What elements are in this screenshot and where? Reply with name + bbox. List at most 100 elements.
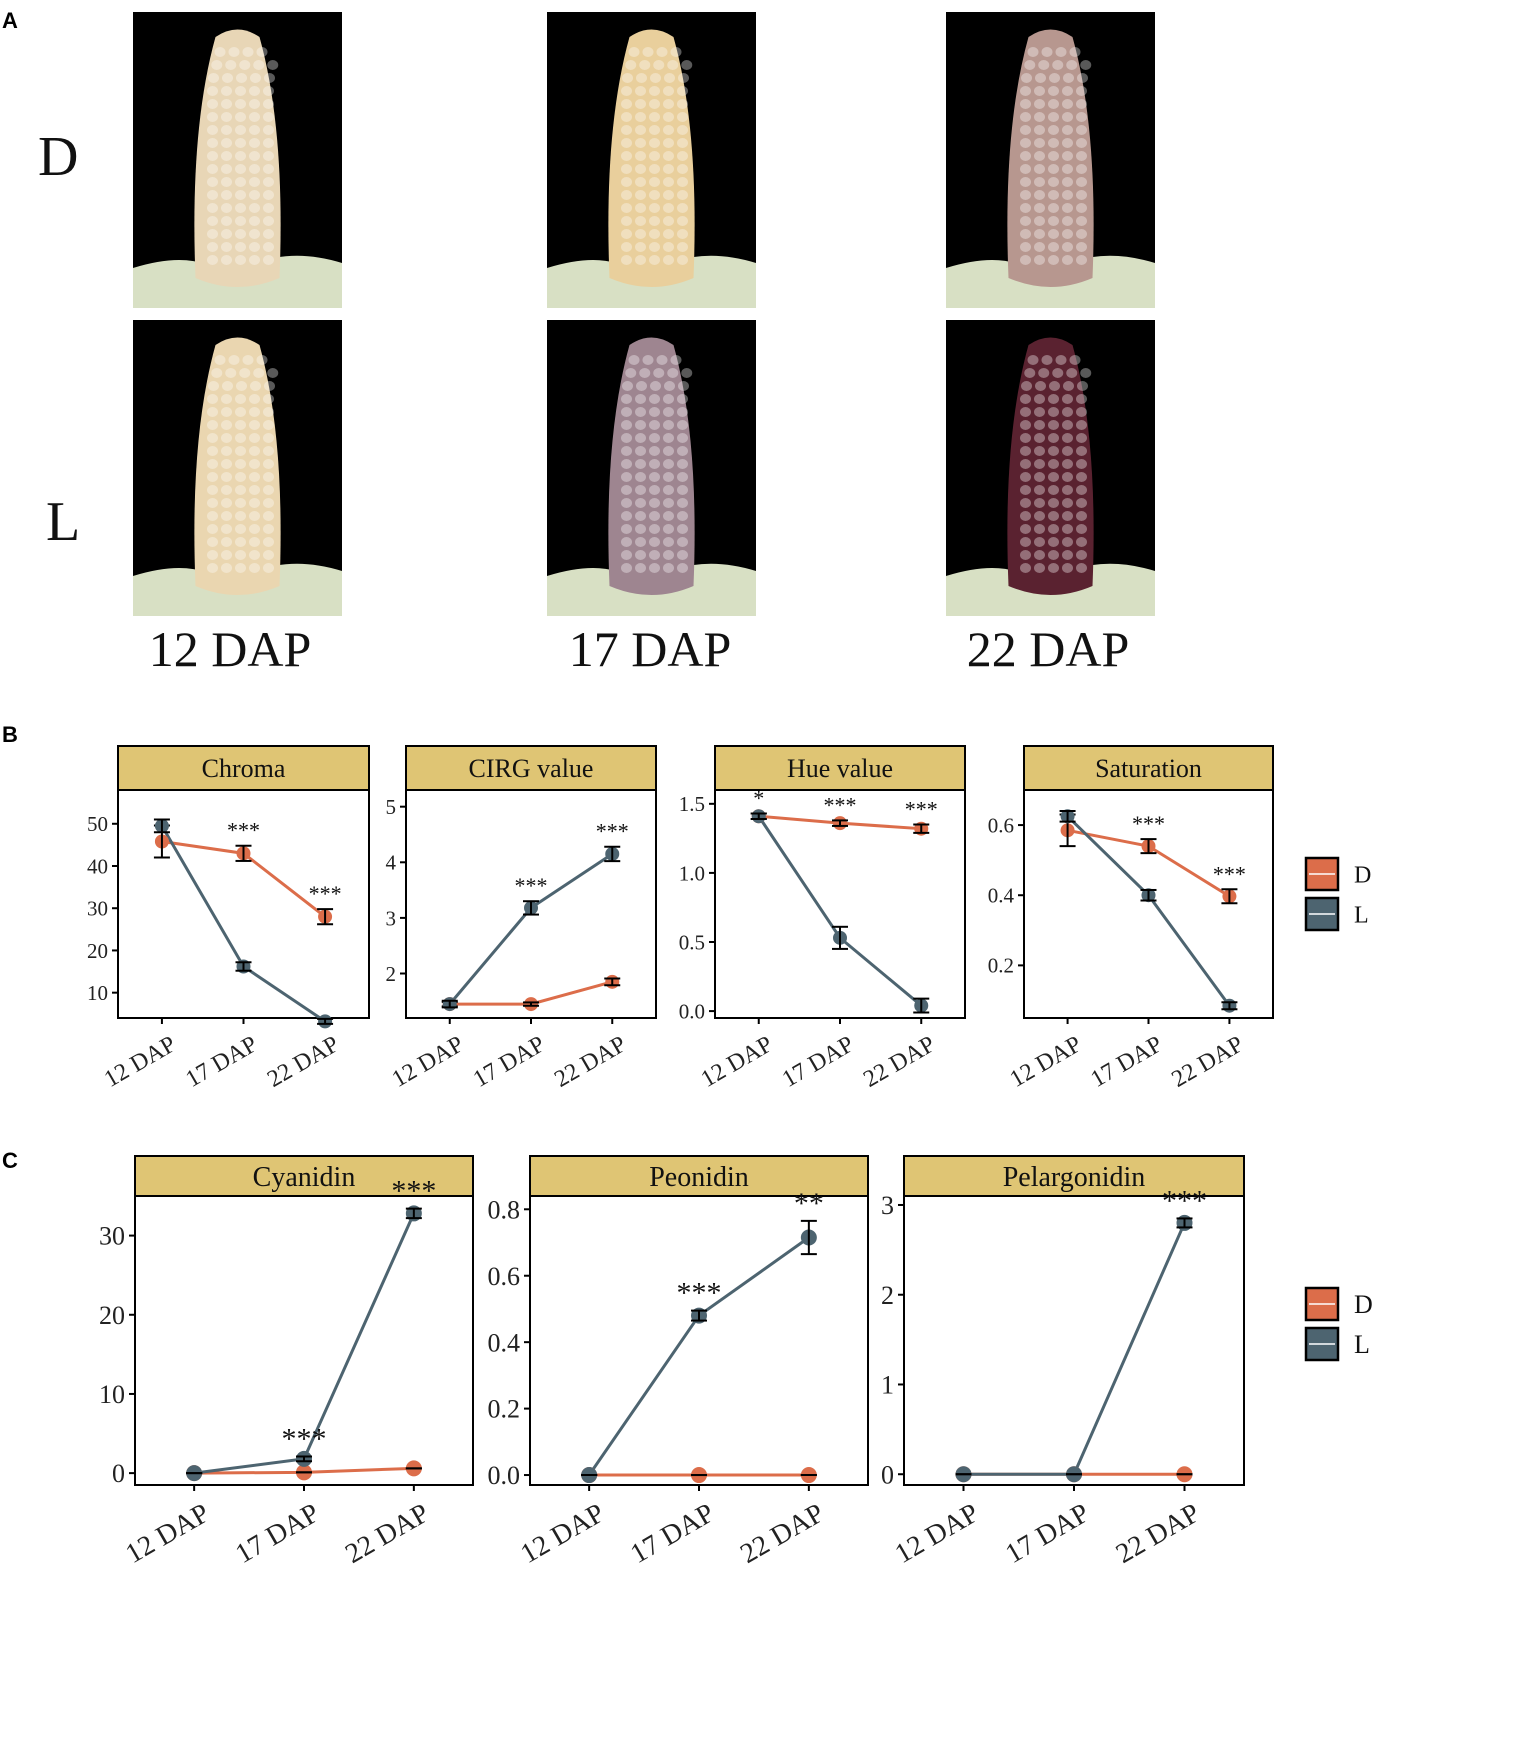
significance-mark: *** [1213,861,1246,886]
x-tick-label: 12 DAP [516,1498,610,1570]
facet-strip [714,745,966,791]
panel-label-a: A [2,8,18,33]
legend-label-l: L [1354,902,1369,928]
y-tick-label: 0.6 [488,1262,521,1291]
significance-mark: *** [282,1422,327,1455]
col-label-22dap: 22 DAP [966,621,1130,677]
plot-panel [134,1195,474,1486]
facet-strip [1023,745,1274,791]
x-tick-label: 17 DAP [778,1031,859,1093]
corn-ear-shape [194,337,281,595]
y-tick-label: 10 [99,1380,125,1409]
y-tick-label: 0.2 [988,954,1014,978]
x-tick-label: 17 DAP [230,1498,324,1570]
y-tick-label: 10 [87,981,108,1005]
corn-photo-l-12dap [133,320,342,616]
y-tick-label: 0.5 [679,930,705,954]
plot-panel [529,1195,869,1486]
corn-ear-shape [1007,337,1094,595]
legend-label-d: D [1354,1290,1373,1319]
x-tick-label: 17 DAP [182,1031,263,1093]
x-tick-label: 22 DAP [735,1498,829,1570]
x-tick-label: 22 DAP [263,1031,344,1093]
y-tick-label: 0 [112,1459,125,1488]
panel-label-b: B [2,722,18,747]
x-tick-label: 17 DAP [1000,1498,1094,1570]
y-tick-label: 0.2 [488,1395,521,1424]
x-tick-label: 17 DAP [1087,1031,1168,1093]
x-tick-label: 12 DAP [100,1031,181,1093]
y-tick-label: 30 [87,897,108,921]
x-tick-label: 12 DAP [121,1498,215,1570]
col-label-12dap: 12 DAP [148,621,312,677]
y-tick-label: 0.6 [988,813,1014,837]
facet-title: Saturation [1095,754,1202,783]
facet-title: Peonidin [649,1162,749,1193]
row-label-d: D [38,126,79,188]
corn-photo-d-17dap [547,12,756,308]
y-tick-label: 20 [99,1301,125,1330]
x-tick-label: 22 DAP [859,1031,940,1093]
y-tick-label: 30 [99,1222,125,1251]
y-tick-label: 2 [881,1281,894,1310]
x-tick-label: 17 DAP [469,1031,550,1093]
y-tick-label: 0.8 [488,1195,521,1224]
y-tick-label: 1.5 [679,792,705,816]
corn-ear-shape [608,29,695,287]
facet-title: Cyanidin [253,1162,356,1193]
x-tick-label: 12 DAP [388,1031,469,1093]
corn-photo-l-17dap [547,320,756,616]
y-tick-label: 50 [87,812,108,836]
y-tick-label: 20 [87,939,108,963]
y-tick-label: 0.4 [488,1328,521,1357]
significance-mark: *** [515,873,548,898]
y-tick-label: 0.0 [488,1461,521,1490]
corn-ear-shape [194,29,281,287]
significance-mark: ** [794,1187,824,1220]
legend-label-l: L [1354,1330,1370,1359]
plot-panel [903,1195,1245,1486]
facet-title: Pelargonidin [1003,1162,1146,1193]
corn-ear-shape [608,337,695,595]
facet-strip [903,1155,1245,1197]
row-label-l: L [46,491,81,553]
corn-photo-l-22dap [946,320,1155,616]
x-tick-label: 12 DAP [890,1498,984,1570]
col-label-17dap: 17 DAP [568,621,732,677]
x-tick-label: 22 DAP [340,1498,434,1570]
y-tick-label: 3 [881,1191,894,1220]
significance-mark: *** [596,819,629,844]
x-tick-label: 22 DAP [1167,1031,1248,1093]
facet-strip [405,745,657,791]
x-tick-label: 22 DAP [1111,1498,1205,1570]
facet-title: Hue value [787,754,893,783]
y-tick-label: 40 [87,854,108,878]
panel-label-c: C [2,1148,18,1173]
y-tick-label: 0 [881,1460,894,1489]
corn-photo-d-12dap [133,12,342,308]
facet-title: Chroma [202,754,286,783]
significance-mark: *** [1132,811,1165,836]
corn-ear-shape [1007,29,1094,287]
facet-title: CIRG value [469,754,594,783]
y-tick-label: 1 [881,1371,894,1400]
significance-mark: *** [309,881,342,906]
x-tick-label: 12 DAP [697,1031,778,1093]
y-tick-label: 5 [386,795,397,819]
significance-mark: * [753,785,764,810]
facet-strip [529,1155,869,1197]
corn-photo-d-22dap [946,12,1155,308]
significance-mark: *** [391,1175,436,1208]
significance-mark: *** [905,797,938,822]
y-tick-label: 1.0 [679,861,705,885]
significance-mark: *** [227,818,260,843]
y-tick-label: 4 [386,851,397,875]
legend-label-d: D [1354,862,1371,888]
y-tick-label: 3 [386,906,397,930]
x-tick-label: 12 DAP [1006,1031,1087,1093]
x-tick-label: 22 DAP [550,1031,631,1093]
x-tick-label: 17 DAP [625,1498,719,1570]
y-tick-label: 2 [386,962,397,986]
significance-mark: *** [824,792,857,817]
